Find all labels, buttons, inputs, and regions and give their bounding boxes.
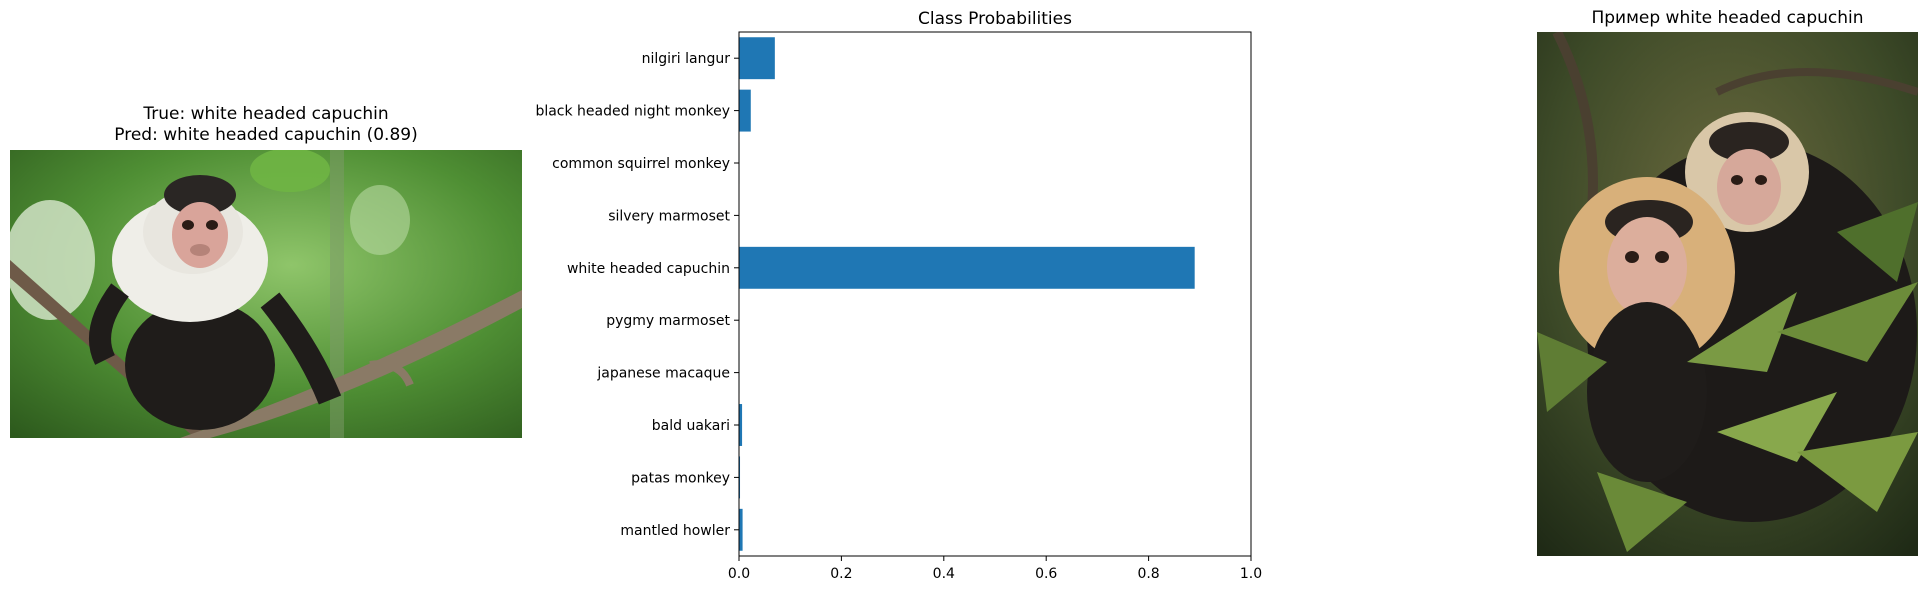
y-tick-label: silvery marmoset [608, 208, 730, 224]
left-panel-title-line2: Pred: white headed capuchin (0.89) [114, 125, 418, 145]
bar-black-headed-night-monkey [739, 89, 751, 132]
bar-white-headed-capuchin [739, 246, 1195, 289]
x-tick-label: 1.0 [1240, 566, 1262, 582]
y-tick-label: bald uakari [652, 418, 730, 434]
right-panel-title: Пример white headed capuchin [1591, 8, 1864, 28]
left-panel-title-line1: True: white headed capuchin [143, 104, 389, 124]
bar-mantled-howler [739, 508, 743, 551]
y-tick-label: mantled howler [620, 523, 730, 539]
y-tick-label: japanese macaque [596, 366, 730, 382]
plot-frame [738, 31, 1252, 557]
x-tick-label: 0.2 [830, 566, 852, 582]
bar-bald-uakari [739, 404, 743, 446]
capuchin-photo-left [10, 150, 522, 438]
x-tick-label: 0.0 [728, 566, 750, 582]
y-tick-label: pygmy marmoset [606, 313, 730, 329]
y-tick-label: nilgiri langur [642, 51, 731, 67]
x-tick-label: 0.6 [1035, 566, 1057, 582]
bar-patas-monkey [739, 456, 741, 499]
capuchin-photo-right [1537, 32, 1918, 556]
y-tick-label: white headed capuchin [567, 261, 730, 277]
x-tick-label: 0.8 [1137, 566, 1159, 582]
x-tick-label: 0.4 [933, 566, 955, 582]
y-tick-label: common squirrel monkey [552, 156, 730, 172]
y-tick-label: patas monkey [631, 470, 730, 486]
y-tick-label: black headed night monkey [535, 104, 730, 120]
chart-title: Class Probabilities [918, 9, 1072, 29]
bar-nilgiri-langur [739, 37, 775, 80]
